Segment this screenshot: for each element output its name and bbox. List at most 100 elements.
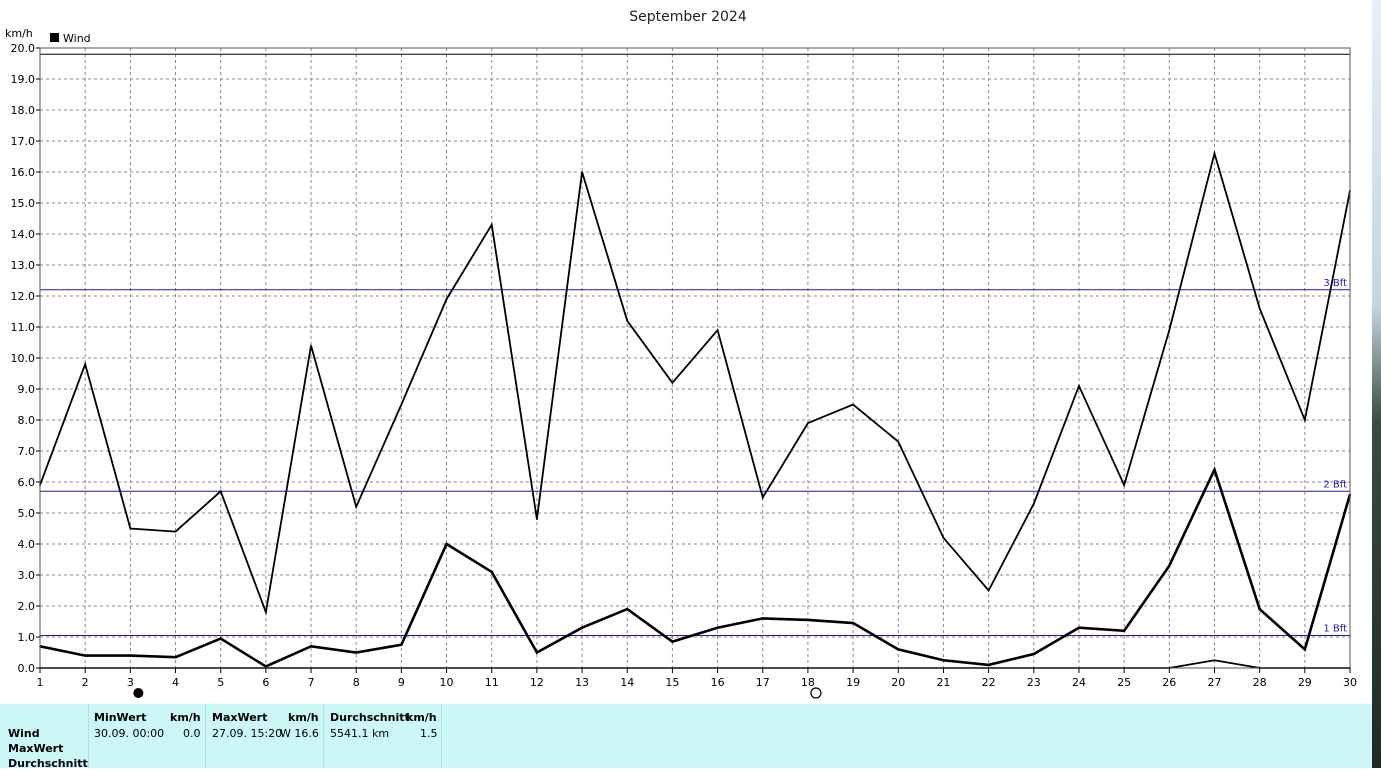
y-tick-label: 19.0	[11, 73, 36, 86]
full-moon-icon	[810, 687, 822, 699]
data-point-max	[490, 223, 493, 226]
legend-swatch	[50, 33, 59, 42]
x-tick-label: 24	[1072, 676, 1086, 689]
x-tick-label: 11	[485, 676, 499, 689]
y-tick-label: 13.0	[11, 259, 36, 272]
data-point-max	[1168, 329, 1171, 331]
data-point-max	[987, 589, 990, 592]
y-tick-label: 2.0	[18, 600, 36, 613]
avg-unit: km/h	[406, 711, 437, 724]
data-point-average	[626, 608, 629, 610]
y-tick-label: 10.0	[11, 352, 36, 365]
row-label-wind: Wind	[8, 727, 40, 740]
data-point-average	[400, 643, 403, 646]
data-point-average	[1213, 468, 1216, 471]
y-tick-label: 5.0	[18, 507, 36, 520]
data-point-max	[761, 496, 764, 499]
avg-value: 1.5	[420, 727, 438, 740]
series	[39, 149, 1352, 669]
max-header: MaxWert	[212, 711, 268, 724]
y-tick-label: 6.0	[18, 476, 36, 489]
data-point-max	[400, 403, 403, 406]
data-point-average	[716, 626, 719, 629]
moon-phases	[133, 687, 822, 699]
min-header: MinWert	[94, 711, 147, 724]
x-tick-label: 25	[1117, 676, 1131, 689]
x-tick-label: 16	[711, 676, 725, 689]
y-tick-label: 11.0	[11, 321, 36, 334]
data-point-max	[671, 382, 674, 384]
y-tick-label: 4.0	[18, 538, 36, 551]
data-point-max	[1123, 484, 1125, 486]
data-point-average	[174, 656, 177, 658]
min-date: 30.09. 00:00	[94, 727, 165, 740]
x-tick-label: 22	[982, 676, 996, 689]
data-point-max	[1078, 385, 1080, 387]
data-point-max	[1213, 152, 1216, 155]
data-point-average	[129, 654, 132, 657]
x-tick-label: 29	[1298, 676, 1312, 689]
data-point-min	[1213, 659, 1216, 662]
data-point-average	[536, 651, 538, 654]
data-point-average	[219, 637, 222, 640]
row-label-durchschnitt: Durchschnitt	[8, 757, 88, 770]
series-line-min	[40, 659, 1350, 669]
x-tick-label: 17	[756, 676, 770, 689]
reference-line-label: 2 Bft	[1323, 479, 1347, 490]
data-point-average	[84, 654, 86, 657]
data-point-average	[987, 664, 990, 666]
row-label-maxwert: MaxWert	[8, 742, 64, 755]
data-point-max	[1258, 307, 1261, 310]
x-tick-label: 12	[530, 676, 544, 689]
x-tick-label: 20	[891, 676, 905, 689]
data-point-max	[942, 537, 945, 539]
x-tick-label: 28	[1253, 676, 1267, 689]
x-tick-label: 27	[1207, 676, 1221, 689]
data-point-max	[129, 527, 132, 530]
max-value: W 16.6	[280, 727, 319, 740]
data-point-max	[310, 344, 312, 347]
data-point-max	[84, 363, 86, 366]
y-tick-label: 0.0	[18, 662, 36, 675]
x-tick-label: 19	[846, 676, 860, 689]
x-tick-label: 21	[936, 676, 950, 689]
new-moon-icon	[133, 688, 144, 698]
y-tick-label: 17.0	[11, 135, 36, 148]
data-point-max	[626, 320, 629, 322]
y-tick-label: 16.0	[11, 166, 36, 179]
data-point-max	[174, 530, 177, 533]
grid	[40, 48, 1350, 668]
stats-col-min: MinWert km/h 30.09. 00:00 0.0	[88, 704, 205, 768]
data-point-max	[219, 490, 222, 493]
avg-header: Durchschnitt	[330, 711, 410, 724]
y-tick-label: 1.0	[18, 631, 36, 644]
x-tick-label: 23	[1027, 676, 1041, 689]
data-point-max	[536, 518, 538, 520]
x-tick-label: 30	[1343, 676, 1357, 689]
x-tick-label: 6	[262, 676, 269, 689]
x-tick-label: 13	[575, 676, 589, 689]
avg-distance: 5541.1 km	[330, 727, 390, 740]
data-point-average	[1168, 564, 1171, 567]
data-point-max	[1032, 502, 1035, 505]
data-point-max	[716, 329, 719, 331]
data-point-average	[1304, 648, 1306, 651]
data-point-average	[807, 619, 809, 621]
data-point-average	[581, 626, 583, 629]
data-point-average	[761, 617, 764, 620]
y-tick-label: 12.0	[11, 290, 36, 303]
data-point-average	[852, 622, 854, 624]
reference-line-label: 1 Bft	[1323, 623, 1347, 634]
background-strip	[1372, 0, 1381, 768]
data-point-max	[581, 171, 583, 173]
data-point-average	[897, 648, 900, 651]
data-point-max	[852, 403, 854, 406]
data-point-average	[1258, 608, 1261, 610]
x-tick-label: 3	[127, 676, 134, 689]
axes: 0.01.02.03.04.05.06.07.08.09.010.011.012…	[11, 42, 1358, 689]
data-point-average	[310, 645, 312, 648]
data-point-average	[671, 640, 674, 643]
data-point-max	[355, 506, 358, 508]
data-point-average	[1123, 630, 1125, 632]
min-value: 0.0	[183, 727, 201, 740]
